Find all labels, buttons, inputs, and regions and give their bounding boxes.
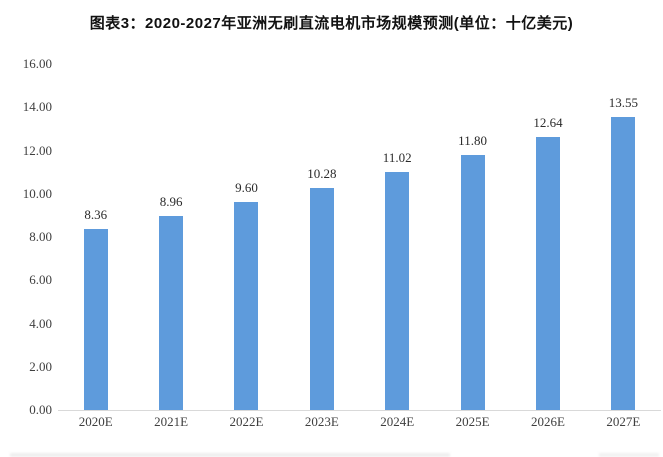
x-axis-category-label: 2020E (78, 414, 113, 429)
x-axis-category-label: 2026E (530, 414, 565, 429)
y-axis-tick-label: 6.00 (29, 272, 52, 288)
x-axis-category-label: 2022E (229, 414, 264, 429)
plot-area: 8.36 8.96 9.60 10.28 11.02 11.80 12.64 13.55 (58, 64, 661, 411)
y-axis-tick-label: 12.00 (22, 142, 52, 158)
y-axis: 0.00 2.00 4.00 6.00 8.00 10.00 12.00 14.00 16.00 (0, 57, 52, 417)
bar-2023E (309, 187, 334, 410)
cropped-footer-text-remnant (599, 453, 659, 457)
bar-value-label: 8.96 (159, 194, 183, 210)
bar-2021E (159, 216, 184, 410)
x-axis-category-label: 2024E (380, 414, 415, 429)
bar-value-label: 11.02 (382, 149, 412, 165)
y-axis-tick-label: 10.00 (22, 185, 52, 201)
y-axis-tick-label: 8.00 (29, 229, 52, 244)
y-axis-tick-label: 2.00 (29, 358, 52, 374)
bar-value-label: 11.80 (458, 132, 487, 148)
bar-2020E (83, 229, 108, 410)
chart-title: 图表3：2020-2027年亚洲无刷直流电机市场规模预测(单位：十亿美元) (89, 15, 574, 32)
bar-value-label: 10.28 (307, 165, 337, 181)
bar-2022E (234, 202, 259, 410)
bar-value-label: 9.60 (235, 180, 258, 196)
y-axis-tick-label: 14.00 (22, 99, 52, 115)
x-axis-category-label: 2023E (304, 414, 339, 429)
x-axis-category-label: 2025E (455, 414, 490, 429)
cropped-footer-text-remnant (10, 453, 450, 457)
x-axis-category-label: 2021E (154, 414, 189, 429)
x-axis: 2020E 2021E 2022E 2023E 2024E 2025E 2026E 2027E (58, 414, 661, 432)
bar-2024E (385, 171, 410, 410)
x-axis-category-label: 2027E (606, 414, 641, 429)
y-axis-tick-label: 4.00 (29, 315, 52, 331)
bar-value-label: 12.64 (533, 114, 563, 130)
y-axis-tick-label: 16.00 (22, 56, 52, 71)
bar-2027E (611, 116, 636, 410)
bar-value-label: 8.36 (84, 207, 108, 223)
bar-value-label: 13.55 (608, 94, 638, 110)
bar-2025E (460, 154, 485, 410)
bar-2026E (535, 136, 560, 410)
y-axis-tick-label: 0.00 (29, 402, 52, 417)
